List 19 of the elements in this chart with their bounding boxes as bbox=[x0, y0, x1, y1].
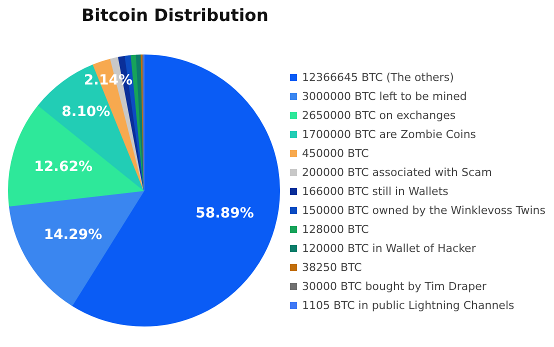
data-label: 12.62% bbox=[34, 158, 92, 175]
data-label: 14.29% bbox=[44, 227, 102, 243]
legend-label: 120000 BTC in Wallet of Hacker bbox=[301, 241, 477, 257]
legend-label: 2650000 BTC on exchanges bbox=[301, 108, 457, 124]
legend-label: 3000000 BTC left to be mined bbox=[301, 89, 468, 105]
legend-label: 150000 BTC owned by the Winklevoss Twins bbox=[301, 203, 546, 219]
legend-label: 30000 BTC bought by Tim Draper bbox=[301, 279, 488, 295]
legend-label: 166000 BTC still in Wallets bbox=[301, 184, 450, 200]
legend-label: 128000 BTC bbox=[301, 222, 370, 238]
legend-label: 12366645 BTC (The others) bbox=[301, 70, 455, 86]
legend-label: 200000 BTC associated with Scam bbox=[301, 165, 493, 181]
legend-label: 450000 BTC bbox=[301, 146, 370, 162]
data-label: 58.89% bbox=[196, 205, 254, 222]
legend-label: 1700000 BTC are Zombie Coins bbox=[301, 127, 478, 143]
legend-label: 1105 BTC in public Lightning Channels bbox=[301, 298, 516, 314]
data-label: 2.14% bbox=[84, 72, 132, 89]
legend-label: 38250 BTC bbox=[301, 260, 363, 276]
chart-title: Bitcoin Distribution bbox=[80, 6, 270, 26]
data-label: 8.10% bbox=[62, 104, 110, 120]
